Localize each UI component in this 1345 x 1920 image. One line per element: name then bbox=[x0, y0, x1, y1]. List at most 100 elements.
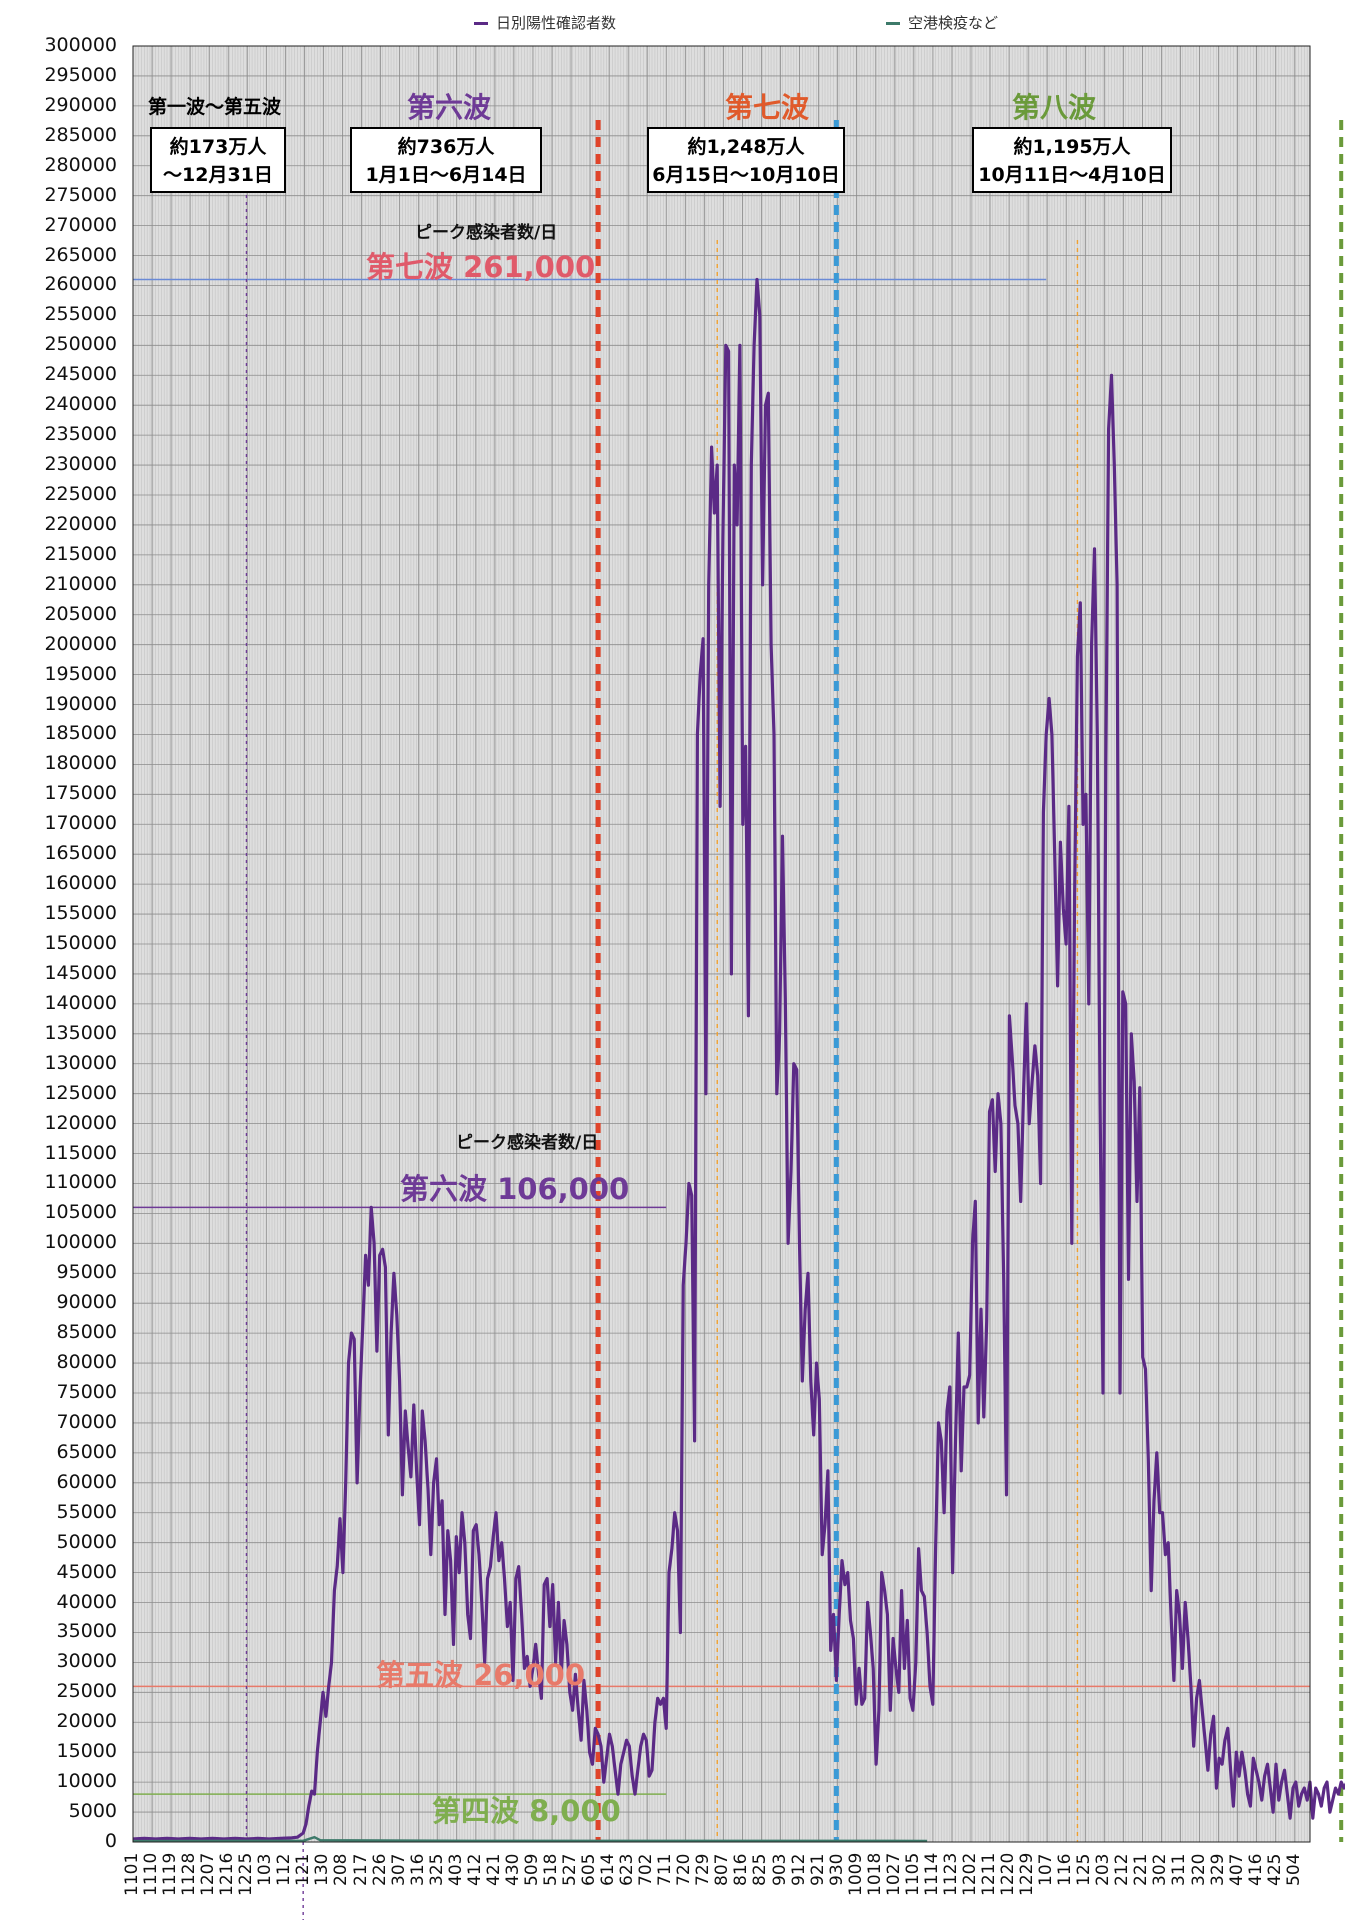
wave7-total: 約1,248万人 bbox=[687, 136, 805, 158]
wave8-total: 約1,195万人 bbox=[1013, 136, 1131, 158]
y-tick-label: 65000 bbox=[56, 1440, 117, 1463]
y-tick-label: 0 bbox=[104, 1830, 117, 1852]
x-tick-label: 903 bbox=[769, 1853, 790, 1886]
legend: 日別陽性確認者数 空港検疫など bbox=[0, 8, 1345, 34]
y-tick-label: 95000 bbox=[56, 1261, 117, 1284]
x-tick-label: 1119 bbox=[160, 1852, 181, 1896]
y-tick-label: 190000 bbox=[44, 692, 117, 715]
y-tick-label: 265000 bbox=[44, 243, 117, 266]
y-tick-label: 300000 bbox=[44, 34, 117, 56]
y-tick-label: 115000 bbox=[44, 1141, 117, 1164]
wave1-5-total: 約173万人 bbox=[169, 136, 267, 158]
y-tick-label: 270000 bbox=[44, 213, 117, 236]
y-tick-label: 150000 bbox=[44, 932, 117, 954]
x-tick-label: 1207 bbox=[198, 1852, 219, 1896]
peak7-label: 第七波 261,000 bbox=[366, 250, 596, 284]
y-tick-label: 185000 bbox=[44, 722, 117, 745]
y-tick-label: 170000 bbox=[44, 812, 117, 835]
y-tick-label: 290000 bbox=[44, 93, 117, 116]
x-tick-label: 320 bbox=[1188, 1853, 1209, 1886]
y-tick-label: 230000 bbox=[44, 453, 117, 476]
x-tick-label: 614 bbox=[598, 1853, 619, 1886]
reference-lines bbox=[133, 278, 1310, 1795]
y-tick-label: 225000 bbox=[44, 483, 117, 505]
wave1-5-title: 第一波〜第五波 bbox=[148, 96, 282, 118]
wave-separators bbox=[245, 120, 1344, 1920]
x-tick-label: 912 bbox=[788, 1853, 809, 1886]
y-tick-label: 20000 bbox=[56, 1710, 117, 1733]
x-tick-label: 518 bbox=[540, 1853, 561, 1886]
x-tick-label: 311 bbox=[1169, 1853, 1190, 1886]
x-tick-label: 329 bbox=[1207, 1853, 1228, 1886]
y-tick-label: 280000 bbox=[44, 153, 117, 176]
x-tick-label: 116 bbox=[1055, 1853, 1076, 1886]
x-tick-label: 130 bbox=[312, 1853, 333, 1886]
x-tick-label: 605 bbox=[579, 1853, 600, 1886]
legend-swatch-airport bbox=[886, 22, 900, 25]
x-tick-label: 416 bbox=[1245, 1853, 1266, 1886]
x-tick-label: 1128 bbox=[179, 1852, 200, 1896]
x-tick-label: 421 bbox=[483, 1853, 504, 1886]
y-tick-label: 45000 bbox=[56, 1560, 117, 1583]
x-tick-label: 226 bbox=[369, 1853, 390, 1886]
wave7-range: 6月15日〜10月10日 bbox=[652, 164, 840, 186]
y-tick-label: 60000 bbox=[56, 1470, 117, 1493]
x-tick-label: 623 bbox=[617, 1853, 638, 1886]
wave6-box: 約736万人 1月1日〜6月14日 bbox=[350, 127, 542, 193]
x-tick-label: 1101 bbox=[122, 1852, 142, 1896]
x-tick-label: 430 bbox=[502, 1853, 523, 1886]
legend-item-daily[interactable]: 日別陽性確認者数 bbox=[474, 12, 616, 33]
y-tick-label: 105000 bbox=[44, 1201, 117, 1224]
wave1-5-box: 約173万人 〜12月31日 bbox=[150, 127, 286, 193]
legend-swatch-daily bbox=[474, 22, 488, 25]
legend-label-airport: 空港検疫など bbox=[908, 14, 999, 32]
y-tick-label: 175000 bbox=[44, 782, 117, 805]
x-tick-label: 107 bbox=[1036, 1853, 1057, 1886]
y-tick-label: 140000 bbox=[44, 991, 117, 1014]
y-tick-label: 80000 bbox=[56, 1351, 117, 1374]
y-tick-label: 210000 bbox=[44, 572, 117, 595]
series-group bbox=[132, 277, 1345, 1843]
plot-border bbox=[132, 45, 1311, 1843]
x-tick-label: 1211 bbox=[979, 1852, 1000, 1896]
y-tick-label: 110000 bbox=[44, 1171, 117, 1194]
wave6-total: 約736万人 bbox=[397, 136, 495, 158]
x-tick-label: 221 bbox=[1131, 1853, 1152, 1886]
legend-label-daily: 日別陽性確認者数 bbox=[496, 14, 617, 32]
y-tick-label: 160000 bbox=[44, 872, 117, 895]
y-tick-label: 205000 bbox=[44, 602, 117, 625]
x-tick-label: 504 bbox=[1283, 1853, 1304, 1886]
x-tick-label: 1114 bbox=[921, 1852, 942, 1896]
y-tick-label: 125000 bbox=[44, 1081, 117, 1104]
y-tick-label: 260000 bbox=[44, 273, 117, 296]
y-tick-label: 235000 bbox=[44, 423, 117, 446]
y-tick-label: 195000 bbox=[44, 662, 117, 685]
y-tick-label: 245000 bbox=[44, 363, 117, 386]
x-tick-label: 407 bbox=[1226, 1853, 1247, 1886]
x-tick-label: 921 bbox=[807, 1853, 828, 1886]
x-tick-label: 103 bbox=[255, 1853, 276, 1886]
x-tick-label: 729 bbox=[693, 1853, 714, 1886]
x-tick-label: 217 bbox=[350, 1853, 371, 1886]
x-tick-label: 121 bbox=[293, 1853, 314, 1886]
y-tick-label: 120000 bbox=[44, 1111, 117, 1134]
y-tick-label: 40000 bbox=[56, 1590, 117, 1613]
y-tick-label: 215000 bbox=[44, 542, 117, 565]
x-tick-label: 1110 bbox=[141, 1852, 162, 1896]
y-tick-label: 155000 bbox=[44, 902, 117, 925]
x-tick-label: 1009 bbox=[845, 1852, 866, 1896]
legend-item-airport[interactable]: 空港検疫など bbox=[886, 12, 998, 33]
series-line-daily bbox=[132, 277, 1345, 1841]
major-gridlines bbox=[132, 45, 1310, 1843]
peak6-label: 第六波 106,000 bbox=[400, 1172, 630, 1206]
peak7-caption: ピーク感染者数/日 bbox=[415, 223, 558, 243]
wave7-box: 約1,248万人 6月15日〜10月10日 bbox=[647, 127, 845, 193]
x-tick-label: 1202 bbox=[959, 1852, 980, 1896]
x-tick-label: 1123 bbox=[940, 1852, 961, 1896]
x-tick-label: 1229 bbox=[1017, 1852, 1038, 1896]
x-tick-label: 208 bbox=[331, 1853, 352, 1886]
y-tick-label: 55000 bbox=[56, 1500, 117, 1523]
x-tick-label: 1018 bbox=[864, 1852, 885, 1896]
x-tick-label: 825 bbox=[750, 1853, 771, 1886]
